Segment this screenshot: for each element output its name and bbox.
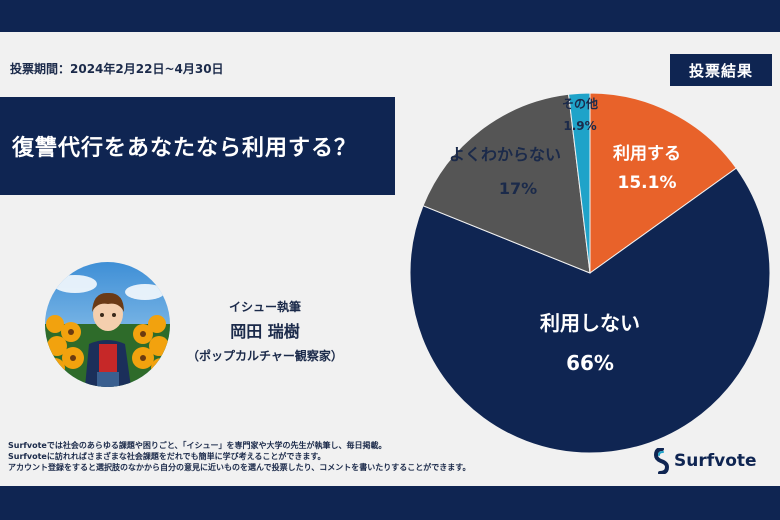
footer-line: Surfvoteでは社会のあらゆる課題や困りごと、「イシュー」を専門家や大学の先… [8,441,387,450]
slice-value-label: 17% [499,179,537,198]
footer-line: Surfvoteに訪れればさまざまな社会課題をだれでも簡単に学び考えることができ… [8,452,326,461]
logo-text: Surfvote [674,451,757,471]
footer-line: アカウント登録をすると選択肢のなかから自分の意見に近いものを選んで投票したり、コ… [8,463,471,472]
results-badge: 投票結果 [670,54,772,86]
footer-description: Surfvoteでは社会のあらゆる課題や困りごと、「イシュー」を専門家や大学の先… [8,440,470,473]
slice-value-label: 66% [566,351,614,375]
bottom-banner [0,486,780,520]
author-name: 岡田 瑞樹 [230,322,300,341]
slice-label: その他 [562,96,598,111]
author-role: イシュー執筆 [228,300,301,314]
pie-slice [422,93,591,274]
slice-value-label: 1.9% [563,119,596,133]
author-title: （ポップカルチャー観察家） [187,349,343,363]
pie-slice [589,92,737,274]
slice-value-label: 15.1% [618,173,677,193]
pie-slice [409,167,771,454]
slice-label: 利用しない [540,311,640,335]
voting-period: 投票期間：2024年2月22日~4月30日 [10,62,224,76]
surfvote-logo-icon [654,448,670,474]
pie-slice [568,92,591,274]
slice-label: 利用する [613,143,681,164]
slice-label: よくわからない [449,145,561,164]
top-banner [0,0,780,32]
surfvote-logo[interactable]: Surfvote [654,448,757,474]
question-title: 復讐代行をあなたなら利用する？ [0,97,395,195]
